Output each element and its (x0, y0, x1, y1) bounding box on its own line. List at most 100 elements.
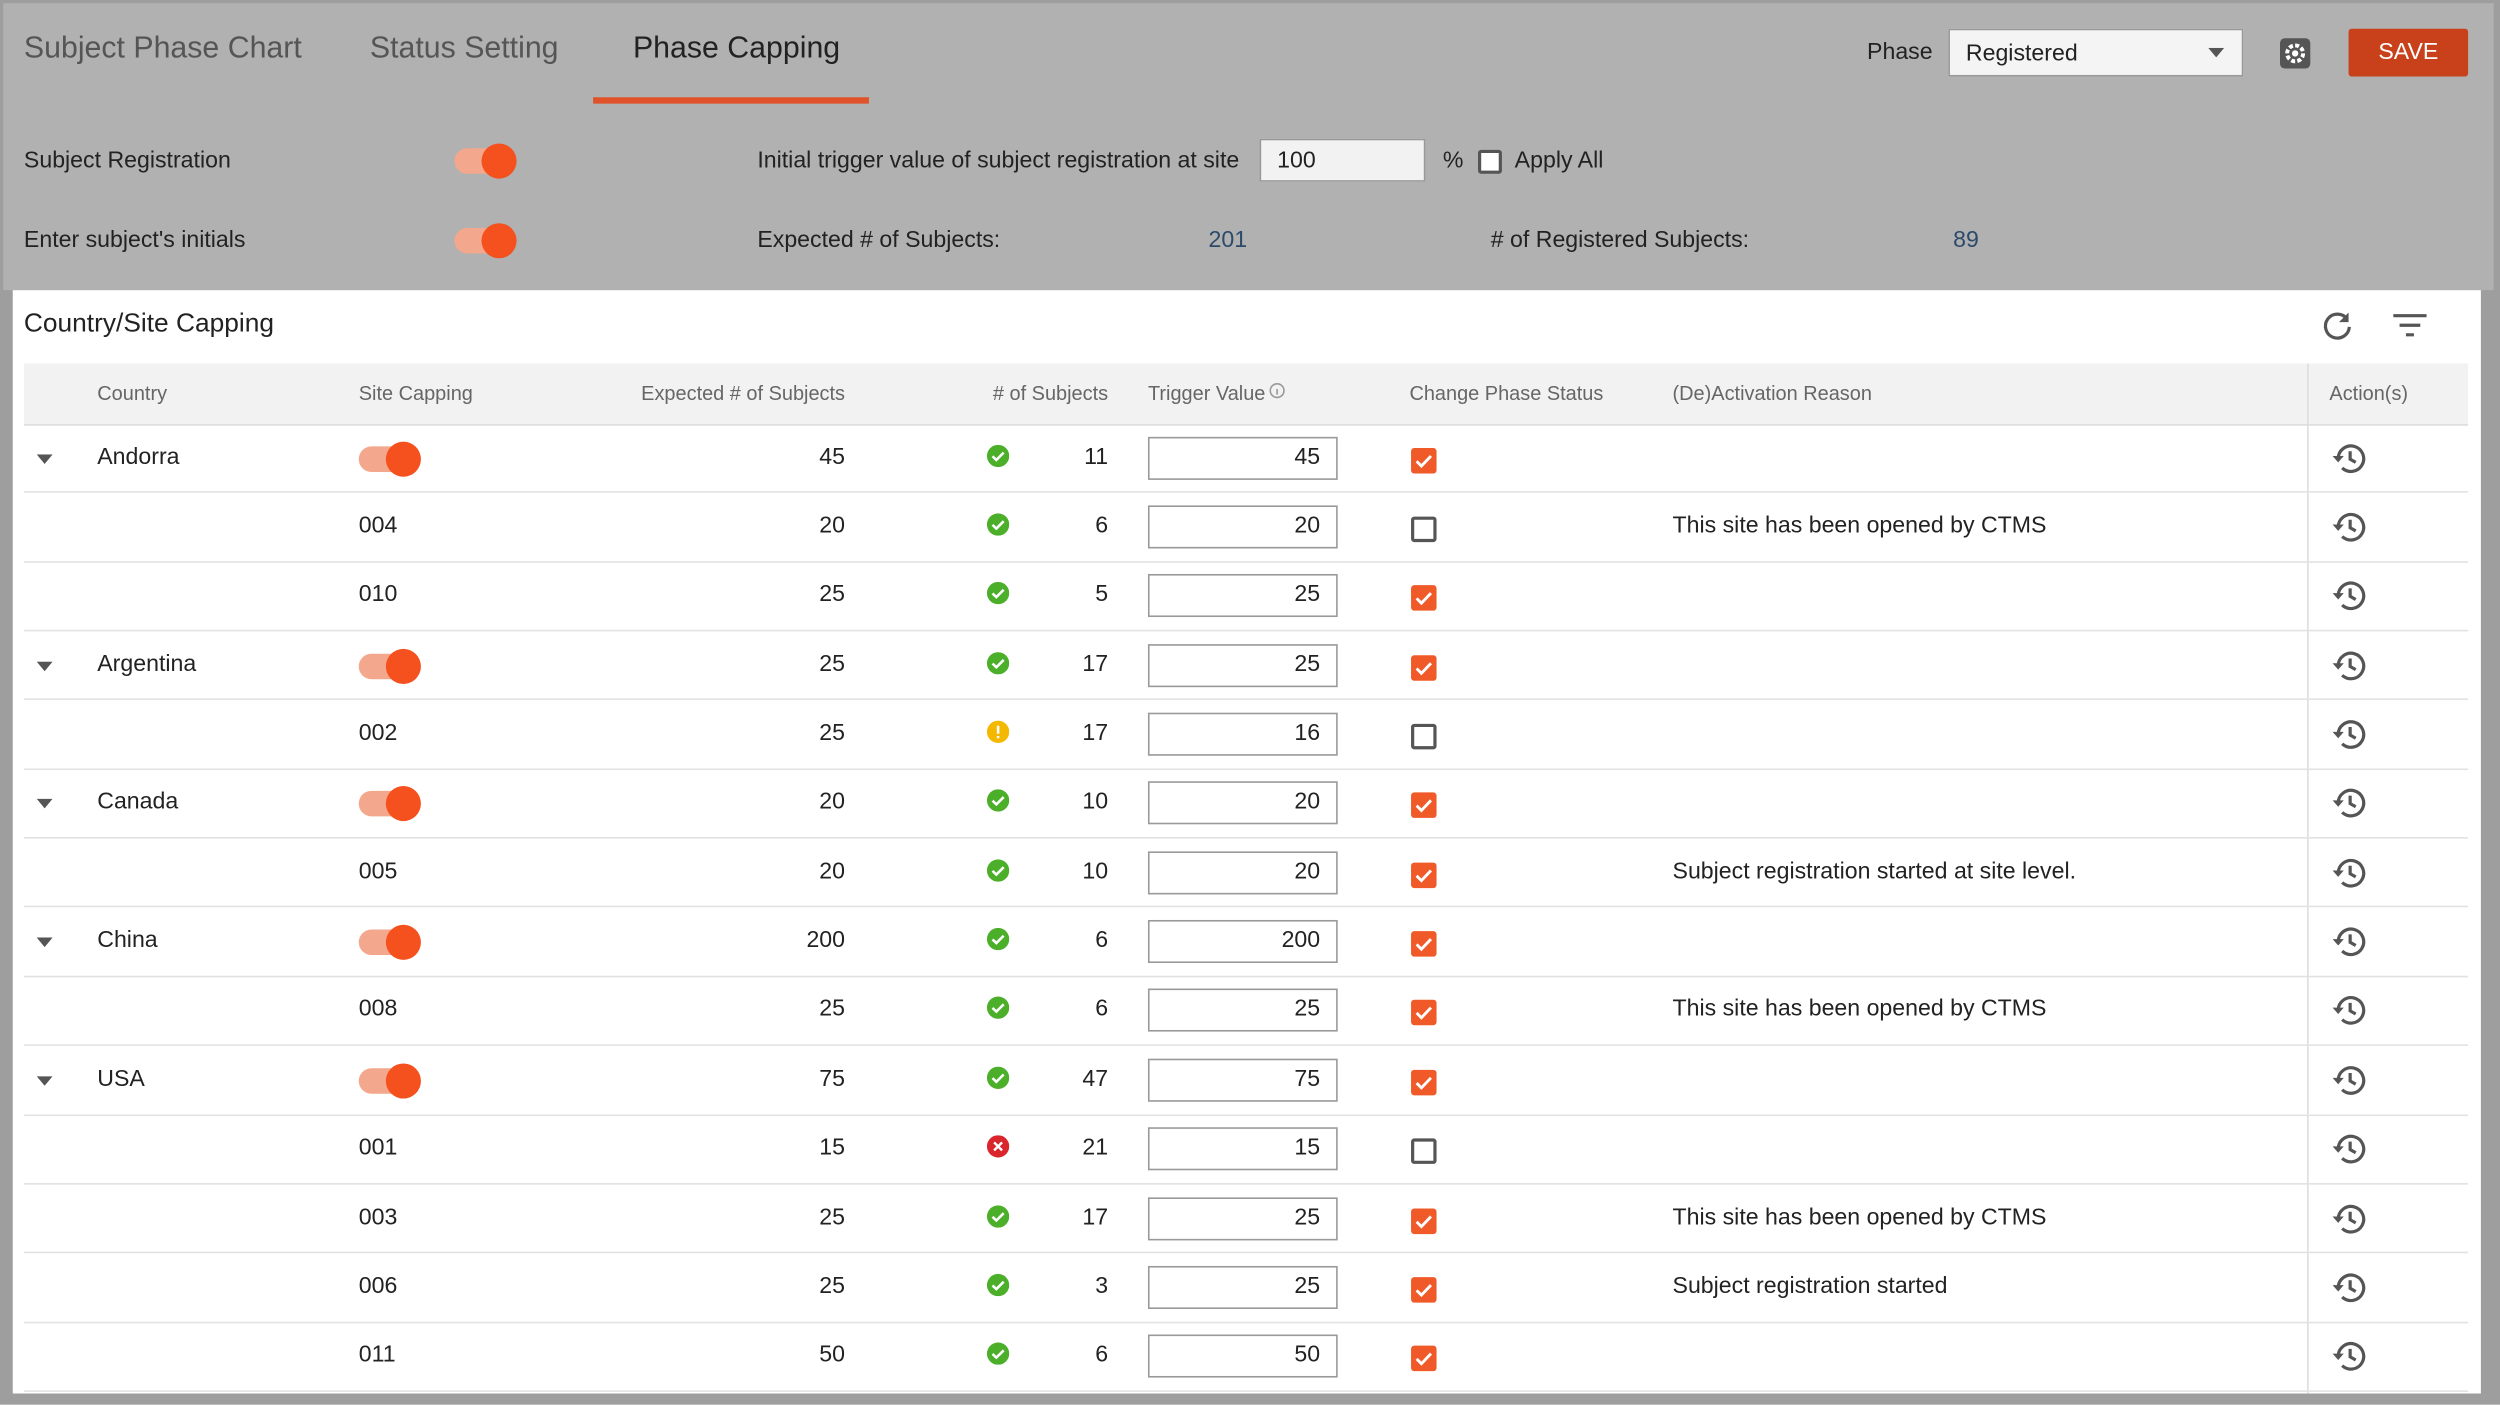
change-status-checkbox[interactable] (1411, 447, 1437, 474)
change-status-checkbox[interactable] (1411, 1346, 1437, 1372)
trigger-value-input[interactable]: 25 (1147, 989, 1338, 1033)
change-status-checkbox[interactable] (1411, 862, 1437, 888)
history-icon[interactable] (2331, 856, 2366, 889)
phase-select[interactable]: Registered (1948, 28, 2244, 77)
row-divider (23, 629, 2469, 632)
subject-count: 11 (1084, 444, 1109, 470)
tab[interactable]: Status Setting (369, 31, 559, 66)
history-icon[interactable] (2331, 648, 2366, 681)
change-status-checkbox[interactable] (1411, 723, 1437, 750)
history-icon[interactable] (2331, 579, 2366, 612)
site-id: 004 (358, 513, 398, 539)
change-status-checkbox[interactable] (1411, 1138, 1437, 1165)
change-status-checkbox[interactable] (1411, 1000, 1437, 1026)
trigger-value-input[interactable]: 20 (1147, 505, 1338, 549)
trigger-value-input[interactable]: 25 (1147, 574, 1338, 618)
site-id: 001 (358, 1135, 398, 1161)
history-icon[interactable] (2331, 994, 2366, 1027)
status-icon (986, 928, 1010, 951)
history-icon[interactable] (2331, 1132, 2366, 1165)
history-icon[interactable] (2331, 441, 2366, 474)
activation-reason: Subject registration started at site lev… (1672, 859, 2077, 885)
change-status-checkbox[interactable] (1411, 793, 1437, 819)
expand-arrow[interactable] (36, 661, 53, 671)
expected-subjects: 25 (819, 1204, 846, 1231)
tab[interactable]: Phase Capping (632, 31, 841, 66)
change-status-checkbox[interactable] (1411, 1069, 1437, 1096)
subject-count: 6 (1095, 928, 1109, 954)
history-icon[interactable] (2331, 787, 2366, 820)
setting-label: Subject Registration (23, 148, 231, 174)
apply-all-checkbox[interactable] (1478, 149, 1502, 174)
trigger-value: 20 (1294, 789, 1321, 816)
expand-arrow[interactable] (36, 453, 53, 464)
trigger-value-input[interactable]: 25 (1147, 1265, 1338, 1309)
status-icon (986, 513, 1010, 536)
site-capping-toggle[interactable] (358, 1063, 421, 1099)
status-icon (986, 789, 1010, 813)
trigger-value-input[interactable]: 50 (1147, 1334, 1338, 1378)
history-icon[interactable] (2331, 1340, 2366, 1373)
column-header: Change Phase Status (1409, 382, 1604, 405)
change-status-checkbox[interactable] (1411, 585, 1437, 612)
column-header: Trigger Value (1147, 382, 1266, 405)
site-capping-toggle[interactable] (358, 924, 421, 961)
trigger-value-input[interactable]: 15 (1147, 1127, 1338, 1171)
toggle-knob (385, 441, 421, 477)
trigger-input-value: 100 (1277, 148, 1316, 174)
history-icon[interactable] (2331, 510, 2366, 543)
trigger-value-input[interactable]: 75 (1147, 1058, 1338, 1102)
toggle-knob (385, 648, 421, 684)
trigger-value-input[interactable]: 20 (1147, 851, 1338, 895)
trigger-value-input[interactable]: 20 (1147, 781, 1338, 825)
change-status-checkbox[interactable] (1411, 654, 1437, 681)
check-mark (1415, 592, 1433, 606)
trigger-value-input[interactable]: 16 (1147, 712, 1338, 756)
trigger-input[interactable]: 100 (1259, 138, 1426, 182)
row-divider (23, 491, 2469, 494)
expected-subjects: 45 (819, 444, 846, 470)
tab[interactable]: Subject Phase Chart (23, 31, 302, 66)
filter-icon[interactable] (2393, 313, 2427, 339)
status-icon (986, 1342, 1010, 1366)
column-header: Site Capping (358, 382, 473, 405)
expand-arrow[interactable] (36, 799, 53, 810)
toggle[interactable] (454, 223, 517, 259)
trigger-value: 25 (1294, 1204, 1321, 1231)
site-capping-toggle[interactable] (358, 648, 421, 684)
change-status-checkbox[interactable] (1411, 1276, 1437, 1303)
expand-arrow[interactable] (36, 1075, 53, 1086)
save-button[interactable]: SAVE (2348, 28, 2469, 77)
history-icon[interactable] (2331, 1063, 2366, 1096)
history-icon[interactable] (2331, 1271, 2366, 1304)
row-divider (23, 1251, 2469, 1254)
history-icon[interactable] (2331, 925, 2366, 958)
toggle-knob (481, 143, 517, 179)
history-icon[interactable] (2331, 718, 2366, 751)
subject-count: 17 (1082, 1204, 1109, 1231)
site-id: 003 (358, 1204, 398, 1231)
trigger-value-input[interactable]: 45 (1147, 436, 1338, 480)
expand-arrow[interactable] (36, 937, 53, 948)
toggle[interactable] (454, 143, 517, 179)
row-divider (23, 975, 2469, 978)
row-divider (23, 906, 2469, 908)
trigger-value-input[interactable]: 200 (1147, 920, 1338, 964)
change-status-checkbox[interactable] (1411, 1207, 1437, 1234)
change-status-checkbox[interactable] (1411, 931, 1437, 957)
expected-subjects: 75 (819, 1066, 846, 1092)
site-capping-toggle[interactable] (358, 786, 421, 822)
trigger-value: 50 (1294, 1342, 1321, 1369)
trigger-value-input[interactable]: 25 (1147, 1196, 1338, 1240)
row-divider (23, 560, 2469, 563)
trigger-value: 20 (1294, 513, 1321, 539)
change-status-checkbox[interactable] (1411, 516, 1437, 543)
check-mark (1415, 869, 1433, 883)
settings-icon[interactable] (2278, 37, 2311, 70)
header-row (23, 363, 2469, 426)
trigger-value-input[interactable]: 25 (1147, 643, 1338, 687)
history-icon[interactable] (2331, 1201, 2366, 1234)
refresh-icon[interactable] (2321, 309, 2353, 341)
site-capping-toggle[interactable] (358, 441, 421, 477)
trigger-unit: % (1442, 148, 1464, 174)
